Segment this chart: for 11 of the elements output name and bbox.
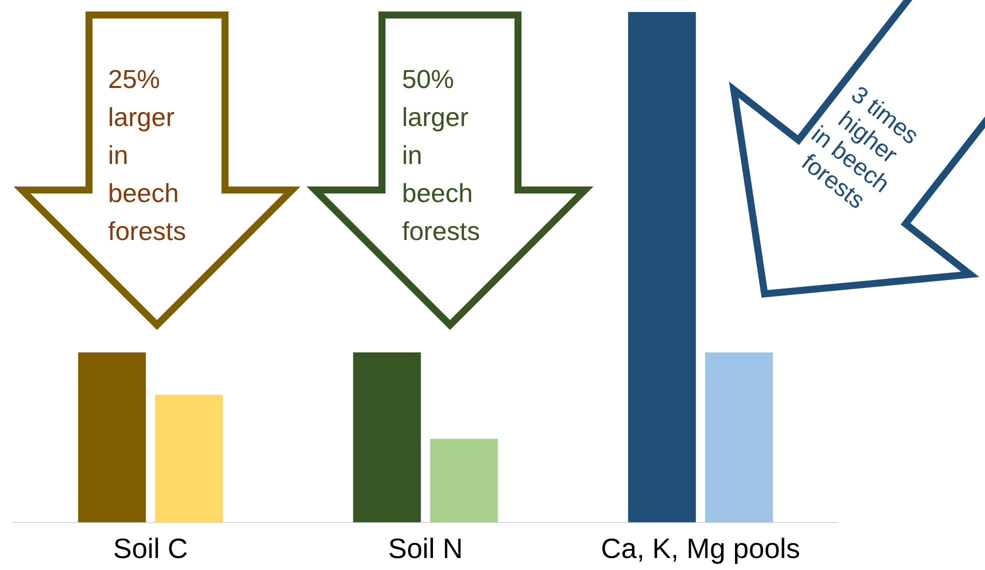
bar <box>155 394 223 522</box>
bar <box>705 352 773 522</box>
annotation: 25% larger in beech forests <box>108 63 188 248</box>
bar <box>430 438 498 522</box>
annotation: 50% larger in beech forests <box>402 63 482 248</box>
x-tick-label: Ca, K, Mg pools <box>600 532 800 564</box>
x-tick-label: Soil N <box>388 532 463 564</box>
x-tick-label: Soil C <box>113 532 188 564</box>
bar <box>353 352 421 522</box>
bar <box>628 12 696 522</box>
bar <box>78 352 146 522</box>
